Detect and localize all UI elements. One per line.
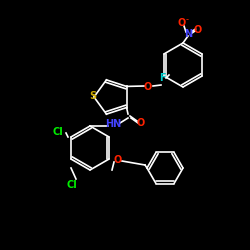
Text: O: O [144, 82, 152, 92]
Text: O: O [178, 18, 186, 28]
Text: O: O [137, 118, 145, 128]
Text: S: S [90, 91, 96, 101]
Text: F: F [159, 73, 165, 83]
Text: O: O [194, 25, 202, 35]
Text: Cl: Cl [66, 180, 78, 190]
Text: Cl: Cl [52, 127, 64, 137]
Text: HN: HN [105, 119, 121, 129]
Text: N: N [184, 29, 192, 39]
Text: O: O [114, 155, 122, 165]
Text: -: - [186, 16, 188, 24]
